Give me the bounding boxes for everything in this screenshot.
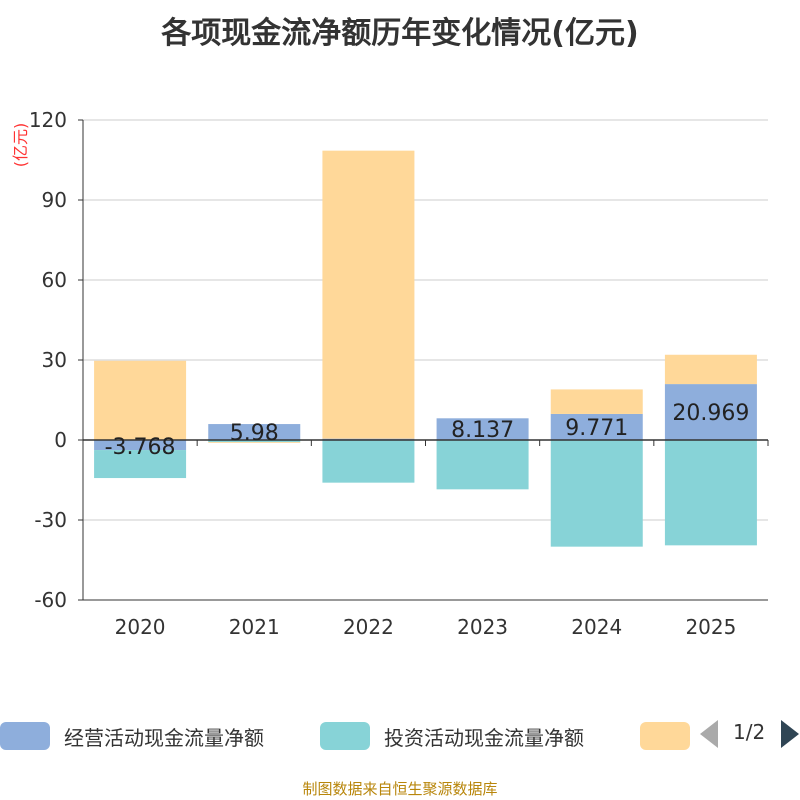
y-tick-label: -30 [34,508,67,532]
x-tick-label-2021: 2021 [229,615,280,639]
bar-2-2023 [436,440,529,490]
data-label-2023: 8.137 [451,418,514,443]
x-tick-label-2025: 2025 [685,615,736,639]
x-tick-label-2024: 2024 [571,615,622,639]
bar-3-2020 [94,360,187,440]
bar-3-2025 [664,354,757,385]
y-tick-label: 60 [42,268,67,292]
data-label-2024: 9.771 [565,416,628,441]
data-label-2025: 20.969 [672,401,749,426]
bar-3-2022 [322,150,415,439]
legend-label-investing: 投资活动现金流量净额 [384,725,584,750]
bar-1-2024 [550,413,643,440]
data-label-2020: -3.768 [105,435,176,460]
legend-swatch-operating [0,722,50,750]
legend-swatch-investing [320,722,370,750]
legend-item-third[interactable] [640,716,704,756]
x-tick-label-2022: 2022 [343,615,394,639]
x-tick-label-2023: 2023 [457,615,508,639]
legend-label-operating: 经营活动现金流量净额 [64,725,264,750]
legend-prev-arrow-icon[interactable] [700,720,718,748]
legend-next-arrow-icon[interactable] [781,720,799,748]
bar-1-2025 [664,384,757,440]
bar-2-2022 [322,440,415,483]
chart-title: 各项现金流净额历年变化情况(亿元) [161,16,639,51]
bar-2-2024 [550,440,643,547]
bar-1-2020 [94,440,187,451]
legend-item-investing[interactable]: 投资活动现金流量净额 [320,716,584,756]
bar-2-2020 [94,450,187,479]
y-tick-label: -60 [34,588,67,612]
bar-3-2024 [550,389,643,414]
y-tick-label: 0 [54,428,67,452]
legend: 经营活动现金流量净额 投资活动现金流量净额 [0,716,800,756]
legend-swatch-third [640,722,690,750]
legend-item-operating[interactable]: 经营活动现金流量净额 [0,716,264,756]
bar-2-2025 [664,440,757,546]
bar-2-2021 [208,440,301,443]
bar-1-2021 [208,424,301,440]
y-tick-label: 30 [42,348,67,372]
legend-page-indicator: 1/2 [733,720,766,744]
x-tick-label-2020: 2020 [115,615,166,639]
y-tick-label: 120 [29,108,67,132]
data-label-2021: 5.98 [230,421,279,446]
y-axis-label: (亿元) [11,123,30,168]
y-tick-label: 90 [42,188,67,212]
bar-3-2021 [208,442,301,443]
source-note: 制图数据来自恒生聚源数据库 [302,780,498,798]
bar-1-2023 [436,418,529,440]
